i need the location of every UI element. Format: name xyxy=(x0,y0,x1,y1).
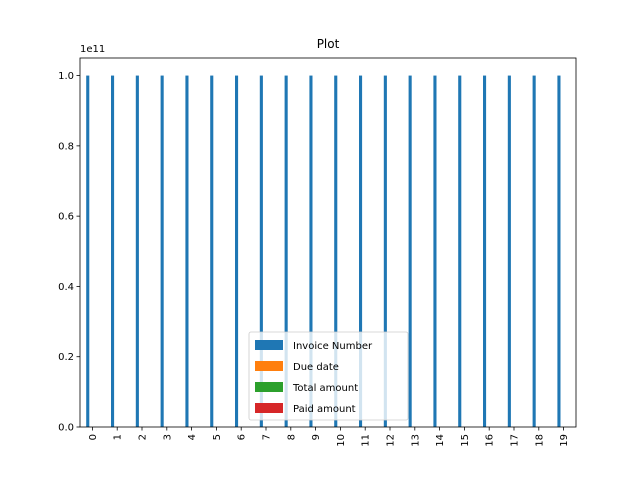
x-tick-label: 6 xyxy=(237,434,248,440)
legend: Invoice Number Due date Total amount Paid a… xyxy=(248,331,409,421)
chart-title: Plot xyxy=(317,37,340,51)
bar-invoice-number-14 xyxy=(433,75,437,427)
legend-swatch xyxy=(255,382,283,392)
bar-invoice-number-18 xyxy=(532,75,536,427)
legend-label: Total amount xyxy=(292,383,358,394)
x-tick-label: 9 xyxy=(311,434,322,440)
legend-label: Due date xyxy=(293,362,339,373)
x-tick-label: 12 xyxy=(386,434,397,447)
legend-label: Invoice Number xyxy=(293,341,373,352)
bar-invoice-number-5 xyxy=(210,75,214,427)
y-tick-label: 0.2 xyxy=(58,352,74,363)
x-tick-label: 16 xyxy=(485,434,496,447)
x-tick-label: 4 xyxy=(187,434,198,440)
bar-invoice-number-2 xyxy=(135,75,139,427)
bar-invoice-number-0 xyxy=(86,75,90,427)
x-tick-label: 14 xyxy=(435,434,446,447)
y-tick-label: 0.0 xyxy=(58,423,74,434)
y-tick-label: 0.4 xyxy=(58,282,74,293)
axes-frame xyxy=(79,57,577,428)
y-tick-label: 0.8 xyxy=(58,141,74,152)
y-offset-text: 1e11 xyxy=(80,44,105,55)
legend-label: Paid amount xyxy=(293,404,356,415)
plot-area: 0.00.20.40.60.81.00 1 2 3 4 5 6 7 8 9 10 11 12 13 14 15… xyxy=(58,57,577,447)
bar-invoice-number-19 xyxy=(557,75,561,427)
bar-invoice-number-10 xyxy=(334,75,338,427)
x-tick-label: 1 xyxy=(113,434,124,440)
x-tick-label: 0 xyxy=(88,434,99,440)
bar-invoice-number-4 xyxy=(185,75,189,427)
legend-box xyxy=(248,331,409,421)
legend-swatch xyxy=(255,361,283,371)
x-tick-label: 15 xyxy=(460,434,471,447)
x-tick-label: 19 xyxy=(559,434,570,447)
bar-invoice-number-8 xyxy=(284,75,288,427)
bar-invoice-number-17 xyxy=(507,75,511,427)
x-tick-label: 3 xyxy=(162,434,173,440)
x-tick-label: 17 xyxy=(510,434,521,447)
y-tick-label: 0.6 xyxy=(58,212,74,223)
x-tick-label: 5 xyxy=(212,434,223,440)
x-tick-label: 10 xyxy=(336,434,347,447)
y-tick-label: 1.0 xyxy=(58,71,74,82)
x-tick-label: 13 xyxy=(410,434,421,447)
bar-invoice-number-6 xyxy=(235,75,239,427)
x-tick-label: 2 xyxy=(138,434,149,440)
bar-invoice-number-3 xyxy=(160,75,164,427)
bar-invoice-number-13 xyxy=(408,75,412,427)
bar-invoice-number-11 xyxy=(359,75,363,427)
x-tick-label: 11 xyxy=(361,434,372,447)
x-tick-label: 8 xyxy=(286,434,297,440)
bar-invoice-number-16 xyxy=(483,75,487,427)
bar-invoice-number-15 xyxy=(458,75,462,427)
x-tick-label: 7 xyxy=(262,434,273,440)
x-tick-label: 18 xyxy=(534,434,545,447)
bar-invoice-number-1 xyxy=(111,75,115,427)
legend-swatch xyxy=(255,403,283,413)
legend-swatch xyxy=(255,340,283,350)
bar-invoice-number-9 xyxy=(309,75,313,427)
bar-invoice-number-7 xyxy=(259,75,263,427)
bar-invoice-number-12 xyxy=(383,75,387,427)
